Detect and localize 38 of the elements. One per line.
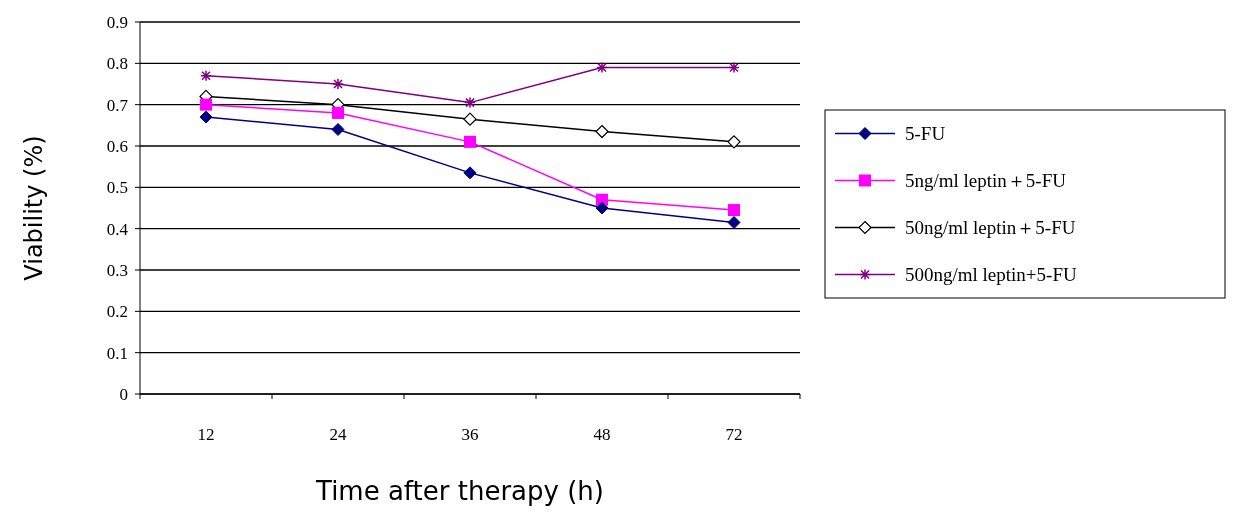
y-tick-label: 0: [119, 384, 128, 404]
y-tick-label: 0.3: [106, 260, 128, 280]
legend-label: 50ng/ml leptin＋5-FU: [905, 217, 1076, 239]
y-axis-title: Viability (%): [20, 135, 48, 281]
y-tick-label: 0.1: [106, 343, 128, 363]
point: [728, 204, 740, 217]
y-tick-label: 0.7: [106, 95, 129, 115]
point: [463, 166, 477, 180]
y-tick-label: 0.8: [106, 54, 128, 74]
point: [596, 61, 608, 74]
x-tick-label: 12: [197, 425, 215, 444]
point: [332, 106, 344, 119]
point: [728, 61, 740, 74]
y-tick-label: 0.2: [106, 302, 128, 322]
point: [727, 135, 741, 149]
point: [464, 96, 476, 109]
point: [727, 215, 741, 229]
point: [464, 135, 476, 148]
y-tick-label: 0.4: [106, 219, 129, 239]
x-tick-label: 36: [461, 425, 479, 444]
y-tick-label: 0.6: [106, 136, 128, 156]
point: [332, 78, 344, 90]
legend-label: 5-FU: [905, 123, 946, 145]
y-tick-label: 0.5: [106, 178, 128, 198]
point: [595, 201, 609, 215]
point: [199, 110, 213, 124]
y-tick-label: 0.9: [106, 12, 128, 32]
legend-label: 500ng/ml leptin+5-FU: [905, 264, 1077, 286]
x-tick-label: 48: [593, 425, 611, 444]
x-axis-title: Time after therapy (h): [315, 476, 604, 506]
point: [200, 98, 212, 111]
point: [595, 124, 609, 139]
point: [200, 69, 212, 82]
x-tick-label: 72: [725, 425, 743, 444]
x-tick-label: 24: [329, 425, 347, 444]
point: [463, 112, 477, 126]
legend-label: 5ng/ml leptin＋5-FU: [905, 170, 1067, 192]
point: [331, 122, 345, 136]
